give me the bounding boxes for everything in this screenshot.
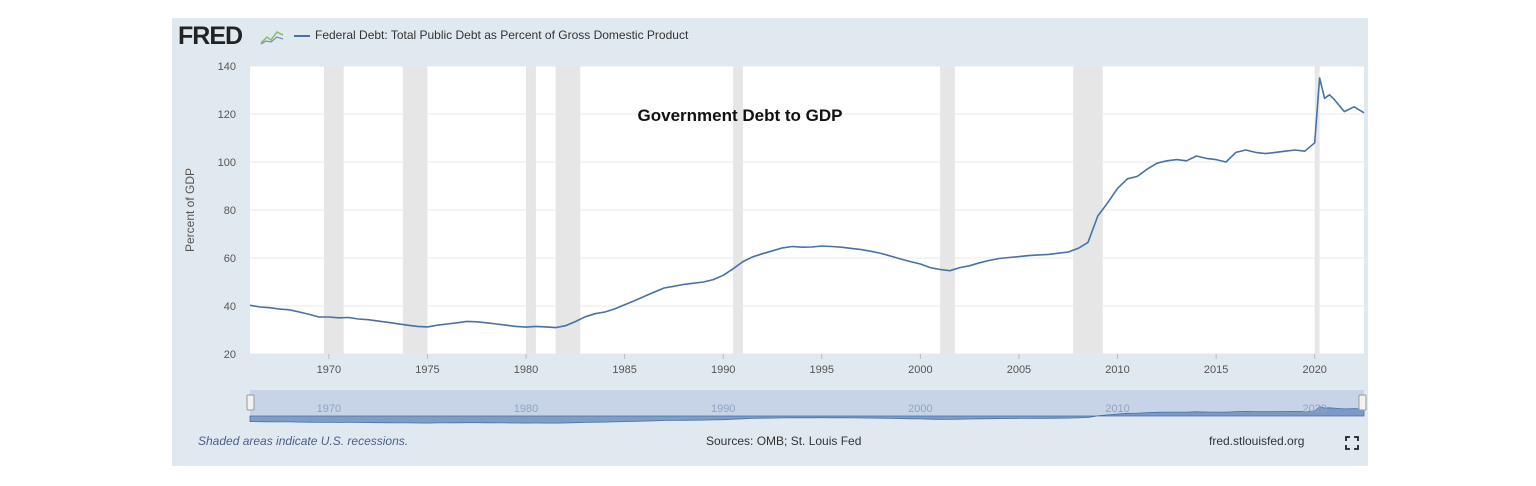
y-tick-label: 20 [224, 349, 236, 361]
x-tick-label: 1975 [415, 364, 439, 376]
legend-swatch [294, 34, 310, 37]
navigator-tick-label: 1970 [317, 403, 341, 415]
x-tick-label: 1995 [810, 364, 834, 376]
y-tick-label: 120 [218, 109, 236, 121]
fred-logo: FRED [178, 22, 243, 50]
x-tick-label: 2005 [1007, 364, 1031, 376]
y-tick-label: 60 [224, 253, 236, 265]
navigator-track [250, 390, 1364, 416]
recession-note: Shaded areas indicate U.S. recessions. [198, 434, 409, 448]
gridlines [250, 65, 1364, 355]
legend-label: Federal Debt: Total Public Debt as Perce… [315, 28, 689, 42]
legend[interactable]: Federal Debt: Total Public Debt as Perce… [294, 28, 688, 42]
navigator-tick-label: 2020 [1302, 403, 1326, 415]
navigator-area [249, 406, 1365, 424]
chart-title: Government Debt to GDP [638, 106, 843, 125]
x-tick-label: 2020 [1302, 364, 1326, 376]
x-tick-label: 2015 [1204, 364, 1228, 376]
x-tick-label: 1985 [612, 364, 636, 376]
fullscreen-icon[interactable] [1345, 436, 1359, 450]
navigator-ticks: 1970 1980 1990 2000 2010 2020 [317, 403, 1327, 415]
x-tick-label: 2010 [1105, 364, 1129, 376]
x-tick-label: 2000 [908, 364, 932, 376]
y-tick-label: 40 [224, 301, 236, 313]
y-tick-label: 80 [224, 205, 236, 217]
navigator-tick-label: 1990 [711, 403, 735, 415]
series-line-federal-debt [249, 77, 1365, 329]
navigator-handle-left[interactable] [246, 394, 255, 411]
navigator[interactable]: 1970 1980 1990 2000 2010 2020 [246, 390, 1367, 424]
sources-text: Sources: OMB; St. Louis Fed [706, 434, 862, 448]
site-link[interactable]: fred.stlouisfed.org [1209, 434, 1305, 448]
navigator-tick-label: 2000 [908, 403, 932, 415]
fred-logo-chart-icon [260, 30, 284, 45]
navigator-tick-label: 2010 [1105, 403, 1129, 415]
y-tick-label: 140 [218, 61, 236, 73]
x-tick-label: 1980 [514, 364, 538, 376]
y-axis-label: Percent of GDP [183, 168, 197, 252]
x-tick-label: 1990 [711, 364, 735, 376]
navigator-handle-right[interactable] [1358, 394, 1367, 411]
navigator-tick-label: 1980 [514, 403, 538, 415]
x-tick-label: 1970 [317, 364, 341, 376]
y-axis-ticks: 20 40 60 80 100 120 140 [218, 61, 236, 361]
x-axis-ticks: 1970 1975 1980 1985 1990 1995 2000 2005 2010 2015… [317, 354, 1327, 376]
fred-graph-panel: FRED Federal Debt: Total Public Debt as … [172, 18, 1368, 466]
y-tick-label: 100 [218, 157, 236, 169]
